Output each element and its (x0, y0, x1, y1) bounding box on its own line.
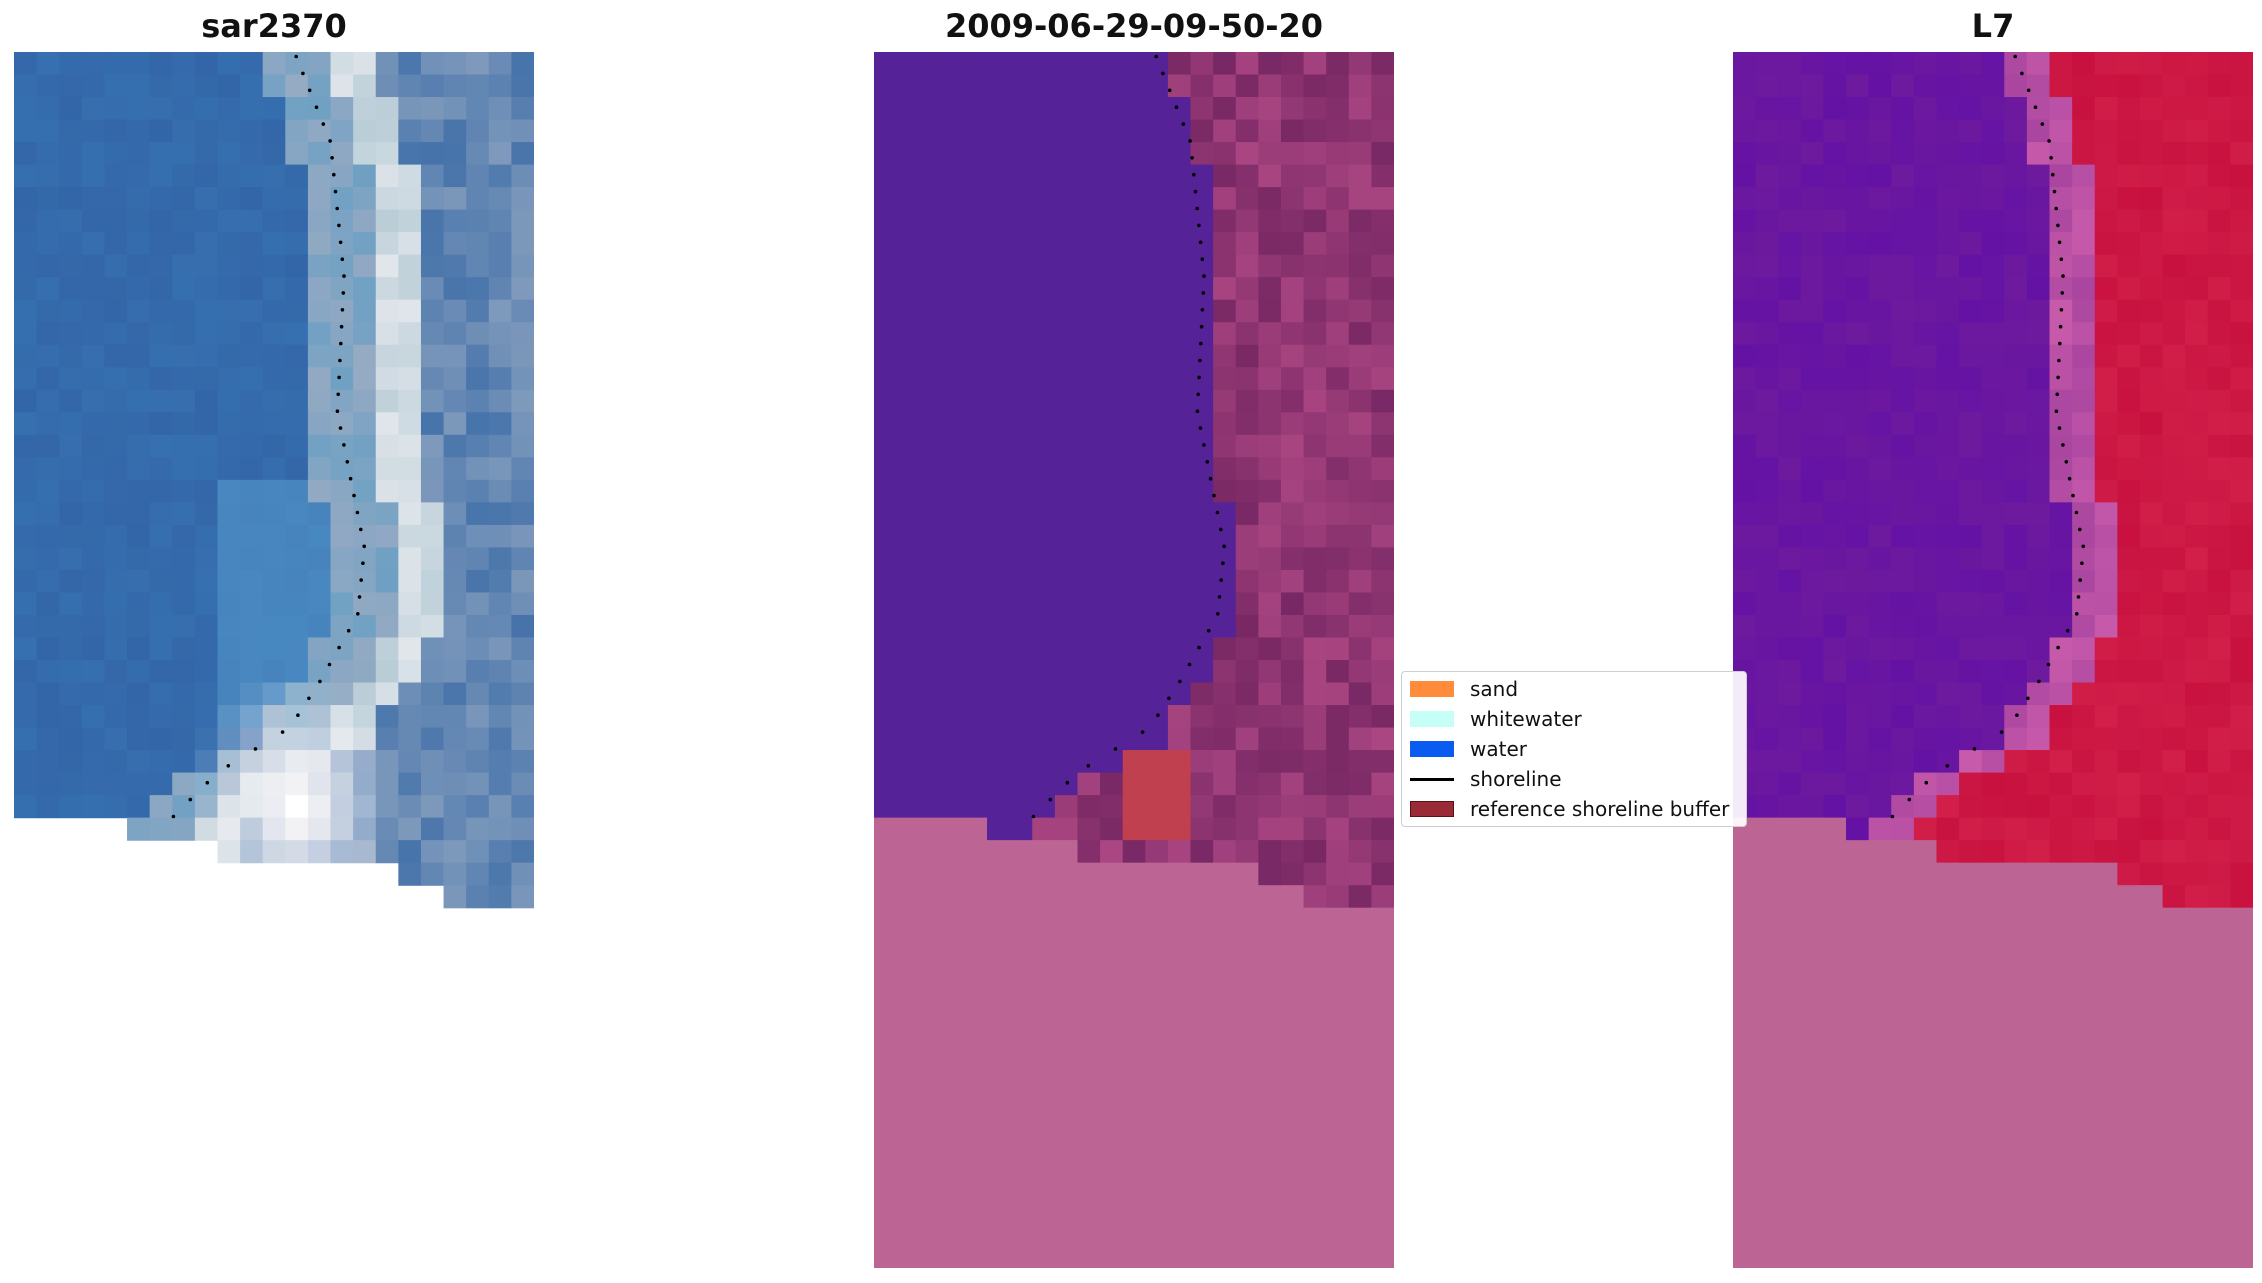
shoreline-points (1031, 54, 1226, 819)
rgb-image (14, 52, 534, 909)
legend: sand whitewater water shoreline referenc… (1401, 671, 1747, 827)
classified-image (874, 52, 1394, 1268)
rgb-pixels (14, 52, 534, 909)
legend-item-whitewater: whitewater (1410, 706, 1582, 732)
index-image (1733, 52, 2253, 1268)
legend-item-reference-buffer: reference shoreline buffer (1410, 796, 1729, 822)
panel-title-index: L7 (1971, 7, 2015, 45)
legend-label: reference shoreline buffer (1470, 797, 1730, 821)
legend-item-water: water (1410, 736, 1527, 762)
legend-label: whitewater (1470, 707, 1582, 731)
classified-pixels (874, 52, 1394, 1268)
legend-swatch-water (1410, 741, 1454, 757)
legend-label: sand (1470, 677, 1519, 701)
panel-title-rgb: sar2370 (201, 7, 347, 45)
legend-swatch-reference-buffer (1410, 801, 1454, 817)
classified-image-panel (874, 52, 1394, 1268)
index-pixels (1733, 52, 2253, 1268)
panel-title-classified: 2009-06-29-09-50-20 (944, 7, 1324, 45)
legend-line-shoreline (1410, 777, 1454, 781)
shoreline-points (171, 54, 367, 819)
legend-swatch-whitewater (1410, 711, 1454, 727)
index-image-panel (1733, 52, 2253, 1268)
legend-item-sand: sand (1410, 676, 1518, 702)
legend-label: shoreline (1470, 767, 1562, 791)
shoreline-points (1890, 54, 2085, 819)
legend-item-shoreline: shoreline (1410, 766, 1562, 792)
rgb-image-panel (14, 52, 534, 1268)
legend-swatch-sand (1410, 681, 1454, 697)
legend-label: water (1470, 737, 1527, 761)
